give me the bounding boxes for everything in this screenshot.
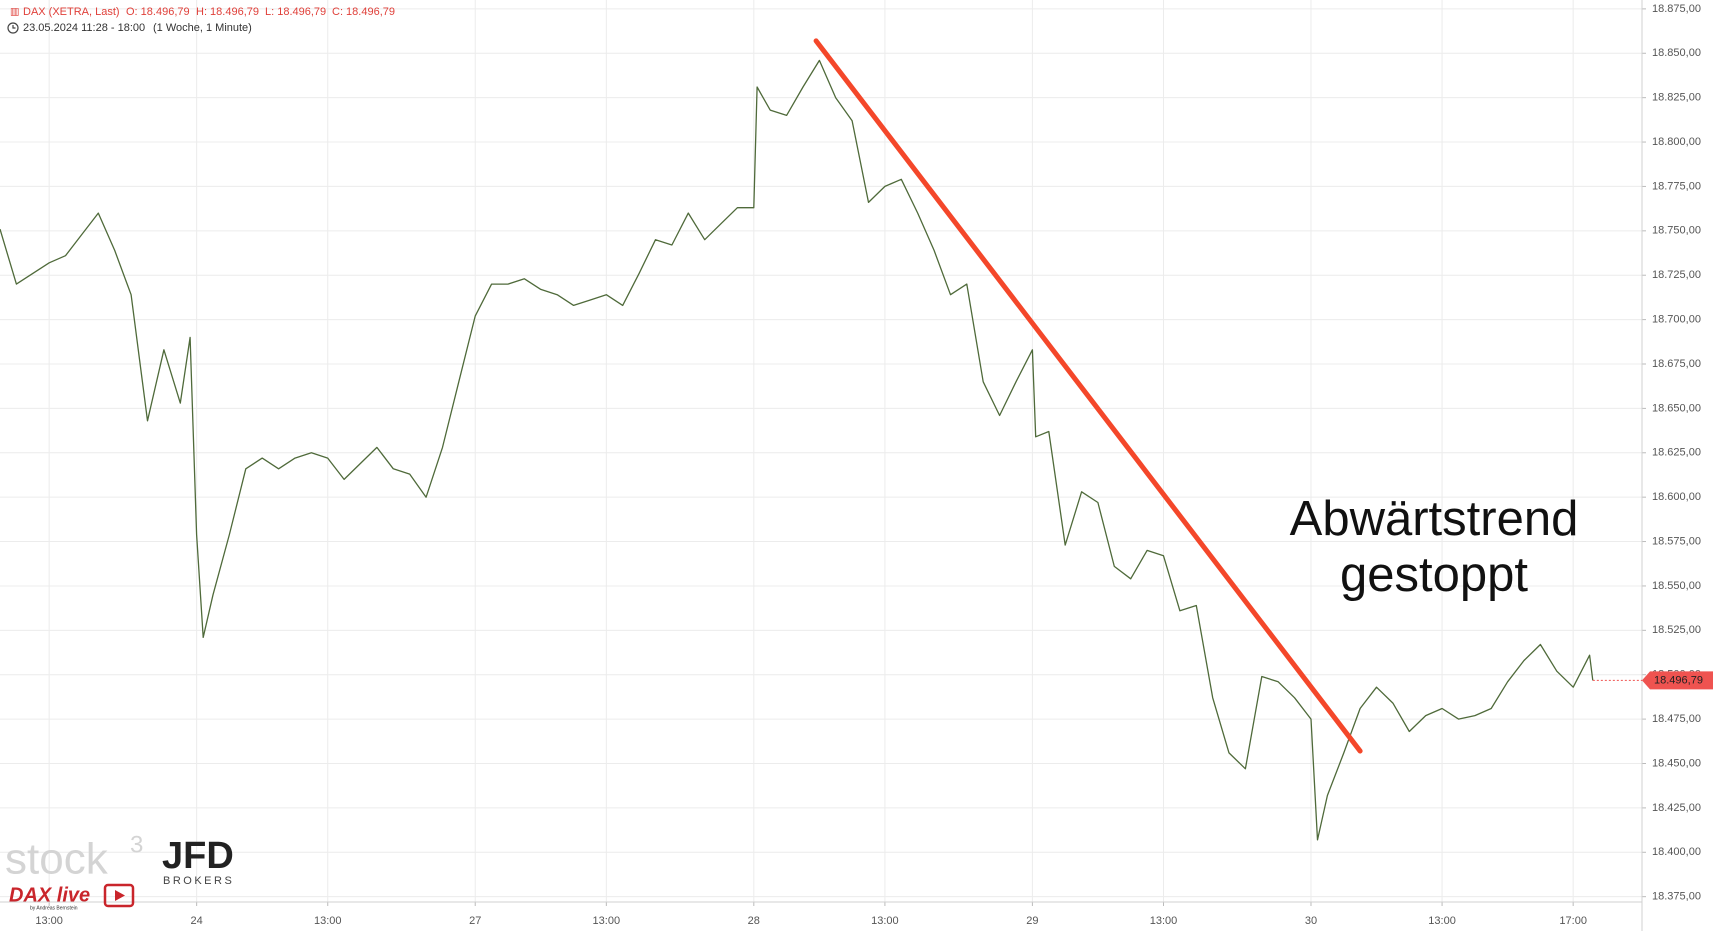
header: ▥ DAX (XETRA, Last) O: 18.496,79 H: 18.4… [7, 6, 395, 34]
y-tick-label: 18.400,00 [1652, 846, 1701, 858]
annotation-line: gestoppt [1340, 548, 1528, 602]
x-tick-label: 27 [469, 915, 481, 927]
x-tick-label: 13:00 [1150, 915, 1178, 927]
y-tick-label: 18.575,00 [1652, 535, 1701, 547]
y-tick-label: 18.650,00 [1652, 402, 1701, 414]
y-tick-label: 18.825,00 [1652, 92, 1701, 104]
y-tick-label: 18.625,00 [1652, 447, 1701, 459]
clock-hand [12, 25, 16, 29]
trend-line [813, 38, 1363, 754]
y-tick-label: 18.525,00 [1652, 624, 1701, 636]
logo-play [115, 890, 125, 901]
plot [0, 38, 1594, 841]
logo-stock: stock [5, 835, 109, 884]
logo-author: by Andreas Bernstein [30, 905, 78, 911]
last-price-label: 18.496,79 [1654, 674, 1703, 686]
last-price-tag [1642, 671, 1713, 690]
y-tick-label: 18.450,00 [1652, 757, 1701, 769]
interval: (1 Woche, 1 Minute) [153, 22, 252, 34]
annotation: Abwärtstrend gestoppt [1290, 492, 1579, 602]
y-tick-label: 18.550,00 [1652, 580, 1701, 592]
x-tick-label: 13:00 [593, 915, 621, 927]
y-tick-label: 18.375,00 [1652, 891, 1701, 903]
branding: stock 3 JFD BROKERS DAX live by Andreas … [5, 831, 234, 911]
logo-dax-live: DAX live [9, 884, 90, 906]
logo-play-box [103, 883, 135, 908]
ohlc-high: H: 18.496,79 [196, 6, 259, 18]
y-tick-label: 18.725,00 [1652, 269, 1701, 281]
logo-brokers: BROKERS [163, 875, 234, 887]
ohlc-low: L: 18.496,79 [265, 6, 326, 18]
clock-icon [7, 22, 19, 34]
y-tick-label: 18.750,00 [1652, 225, 1701, 237]
x-tick-label: 13:00 [1428, 915, 1456, 927]
y-tick-label: 18.800,00 [1652, 136, 1701, 148]
instrument: DAX (XETRA, Last) [23, 6, 120, 18]
x-tick-label: 29 [1026, 915, 1038, 927]
y-tick-label: 18.675,00 [1652, 358, 1701, 370]
ohlc-close: C: 18.496,79 [332, 6, 395, 18]
x-tick-label: 28 [748, 915, 760, 927]
y-tick-label: 18.875,00 [1652, 3, 1701, 15]
period: 23.05.2024 11:28 - 18:00 [23, 22, 145, 34]
y-tick-label: 18.425,00 [1652, 802, 1701, 814]
x-tick-label: 13:00 [35, 915, 63, 927]
y-tick-label: 18.850,00 [1652, 47, 1701, 59]
x-tick-label: 13:00 [871, 915, 899, 927]
y-tick-label: 18.775,00 [1652, 180, 1701, 192]
x-tick-label: 17:00 [1559, 915, 1587, 927]
logo-jfd: JFD [162, 835, 234, 877]
y-tick-label: 18.600,00 [1652, 491, 1701, 503]
price-line [0, 59, 1594, 841]
chart-icon: ▥ [10, 7, 19, 18]
y-tick-label: 18.700,00 [1652, 314, 1701, 326]
x-tick-label: 30 [1305, 915, 1317, 927]
annotation-line: Abwärtstrend [1290, 492, 1579, 546]
ohlc-open: O: 18.496,79 [126, 6, 190, 18]
x-tick-label: 13:00 [314, 915, 342, 927]
logo-stock-sup: 3 [130, 831, 143, 858]
grid [0, 0, 1646, 906]
x-tick-label: 24 [191, 915, 203, 927]
y-tick-label: 18.475,00 [1652, 713, 1701, 725]
